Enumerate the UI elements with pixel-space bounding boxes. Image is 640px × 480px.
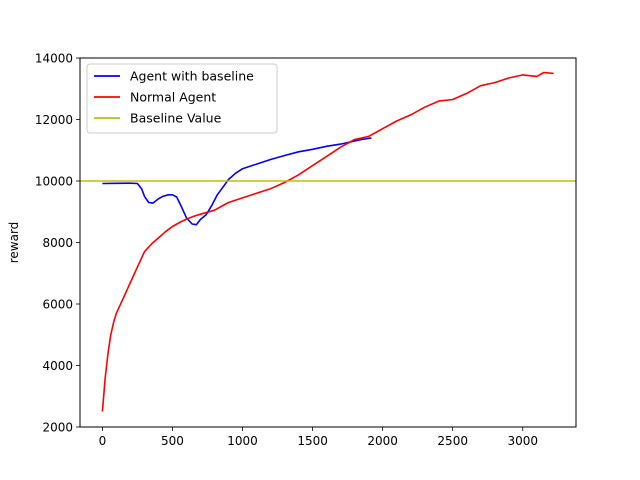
- y-axis-label: reward: [7, 222, 21, 264]
- y-axis: 2000 4000 6000 8000 10000 12000 14000: [35, 52, 80, 435]
- x-tick-label: 0: [99, 434, 107, 448]
- legend: Agent with baseline Normal Agent Baseline …: [86, 63, 278, 134]
- x-tick-label: 2500: [437, 434, 468, 448]
- y-tick-label: 14000: [35, 52, 73, 66]
- y-tick-label: 4000: [42, 359, 73, 373]
- legend-label: Baseline Value: [130, 111, 222, 126]
- y-tick-label: 10000: [35, 175, 73, 189]
- y-tick-label: 6000: [42, 298, 73, 312]
- legend-label: Agent with baseline: [130, 69, 254, 84]
- series-layer: [80, 71, 576, 412]
- y-tick-label: 12000: [35, 113, 73, 127]
- legend-label: Normal Agent: [130, 90, 216, 105]
- x-tick-label: 1500: [297, 434, 328, 448]
- legend-box: [86, 63, 278, 134]
- y-tick-label: 8000: [42, 236, 73, 250]
- series-line-agent-with-baseline: [102, 137, 372, 226]
- plot-area: 0 500 1000 1500 2000 2500 3000 2000 4000 6000 800…: [35, 52, 577, 448]
- x-axis: 0 500 1000 1500 2000 2500 3000: [99, 427, 538, 448]
- x-tick-label: 1000: [227, 434, 258, 448]
- x-tick-label: 3000: [507, 434, 538, 448]
- x-tick-label: 500: [161, 434, 184, 448]
- x-tick-label: 2000: [367, 434, 398, 448]
- series-line-normal-agent: [101, 71, 554, 412]
- y-tick-label: 2000: [42, 421, 73, 435]
